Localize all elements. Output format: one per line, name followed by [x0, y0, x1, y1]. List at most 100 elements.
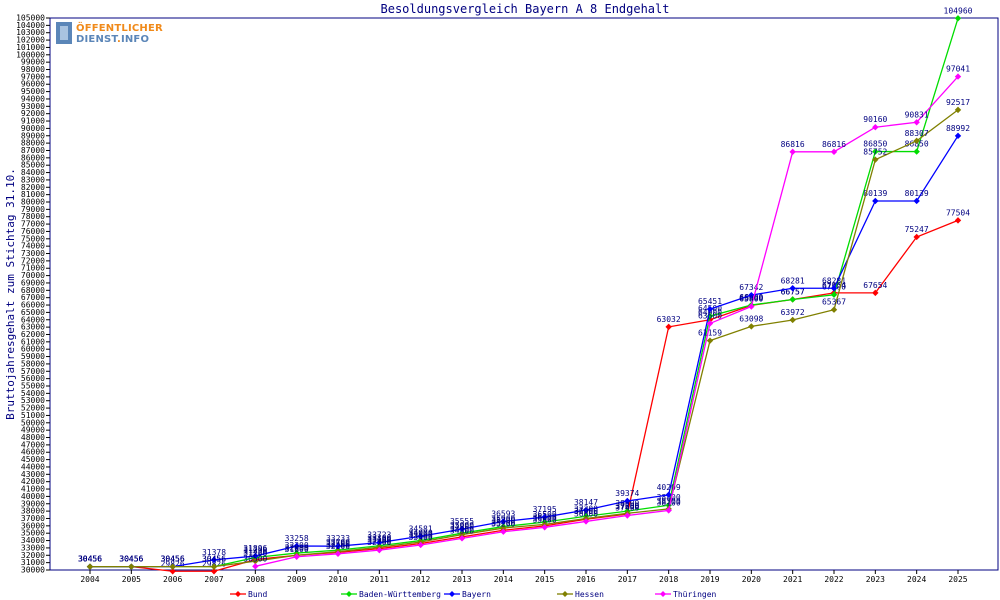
- data-label-1: 31700: [243, 545, 267, 554]
- data-label-3: 30456: [202, 555, 226, 564]
- data-label-4: 34300: [450, 526, 474, 535]
- data-label-3: 34800: [450, 523, 474, 532]
- logo-icon: [56, 22, 72, 44]
- y-tick-label: 91000: [21, 117, 45, 126]
- data-label-0: 31420: [243, 548, 267, 557]
- legend-label: Bayern: [462, 590, 491, 599]
- data-label-2: 36593: [491, 509, 515, 518]
- data-label-3: 30456: [119, 555, 143, 564]
- oeffentlicher-dienst-logo[interactable]: ÖFFENTLICHER DIENST.INFO: [56, 22, 163, 46]
- data-point-4: [417, 541, 424, 549]
- y-tick-label: 32000: [21, 551, 45, 560]
- data-label-2: 34581: [409, 524, 433, 533]
- data-point-3: [86, 563, 94, 570]
- data-point-4: [293, 553, 300, 560]
- data-label-4: 30500: [243, 554, 267, 563]
- data-point-3: [913, 137, 920, 145]
- data-point-3: [128, 563, 135, 570]
- data-label-3: 32500: [326, 540, 350, 549]
- y-tick-label: 51000: [21, 411, 45, 420]
- data-label-2: 35555: [450, 517, 474, 526]
- legend-label: Hessen: [575, 590, 604, 599]
- data-label-4: 35200: [491, 520, 515, 529]
- y-tick-label: 96000: [21, 80, 45, 89]
- x-tick-label: 2019: [700, 575, 719, 584]
- data-label-3: 38300: [657, 497, 681, 506]
- data-point-3: [169, 563, 176, 570]
- x-tick-label: 2011: [370, 575, 389, 584]
- data-label-2: 80139: [905, 189, 929, 198]
- y-tick-label: 44000: [21, 462, 45, 471]
- y-tick-label: 39000: [21, 499, 45, 508]
- data-label-0: 64000: [698, 308, 722, 317]
- y-tick-label: 92000: [21, 109, 45, 118]
- data-label-4: 38100: [657, 498, 681, 507]
- data-label-1: 86850: [863, 140, 887, 149]
- data-point-3: [748, 323, 755, 330]
- data-point-1: [954, 15, 962, 22]
- data-point-2: [954, 132, 962, 140]
- series-line-0: [90, 219, 959, 572]
- data-label-2: 88992: [946, 124, 970, 133]
- data-label-1: 30456: [78, 555, 102, 564]
- y-tick-label: 59000: [21, 352, 45, 361]
- x-tick-label: 2022: [824, 575, 843, 584]
- data-label-2: 37195: [533, 505, 557, 514]
- y-tick-label: 63000: [21, 323, 45, 332]
- data-label-3: 35700: [491, 516, 515, 525]
- x-tick-label: 2015: [535, 575, 554, 584]
- y-tick-label: 33000: [21, 543, 45, 552]
- data-label-3: 37700: [615, 501, 639, 510]
- data-point-2: [624, 497, 631, 505]
- data-point-2: [789, 285, 796, 292]
- y-tick-label: 35000: [21, 529, 45, 538]
- data-point-2: [913, 197, 920, 205]
- data-label-4: 32200: [326, 542, 350, 551]
- data-label-3: 65367: [822, 298, 846, 307]
- data-point-4: [789, 148, 796, 156]
- y-tick-label: 104000: [16, 21, 45, 30]
- y-tick-label: 66000: [21, 301, 45, 310]
- y-tick-label: 37000: [21, 514, 45, 523]
- data-point-4: [541, 524, 548, 531]
- y-tick-label: 83000: [21, 175, 45, 184]
- data-point-0: [665, 323, 672, 331]
- data-label-3: 92517: [946, 98, 970, 107]
- y-tick-label: 55000: [21, 382, 45, 391]
- y-tick-label: 46000: [21, 448, 45, 457]
- data-label-3: 36200: [533, 512, 557, 521]
- y-tick-label: 65000: [21, 308, 45, 317]
- data-label-1: 30456: [161, 555, 185, 564]
- series-line-1: [90, 18, 959, 568]
- y-tick-label: 41000: [21, 485, 45, 494]
- y-tick-label: 80000: [21, 198, 45, 207]
- data-label-2: 31378: [202, 548, 226, 557]
- y-tick-label: 90000: [21, 124, 45, 133]
- data-point-4: [706, 320, 714, 327]
- y-tick-label: 73000: [21, 249, 45, 258]
- data-label-3: 33800: [409, 530, 433, 539]
- y-tick-label: 62000: [21, 330, 45, 339]
- y-tick-label: 52000: [21, 404, 45, 413]
- data-label-4: 97041: [946, 65, 970, 74]
- series-line-3: [90, 109, 959, 568]
- data-point-4: [252, 563, 259, 570]
- data-label-2: 30456: [161, 555, 185, 564]
- y-tick-label: 89000: [21, 131, 45, 140]
- y-tick-label: 94000: [21, 94, 45, 103]
- legend-label: Thüringen: [673, 590, 717, 599]
- logo-text-info: INFO: [120, 34, 150, 45]
- y-tick-label: 61000: [21, 337, 45, 346]
- data-point-1: [872, 148, 879, 155]
- data-label-0: 75247: [905, 225, 929, 234]
- legend-label: Bund: [248, 590, 267, 599]
- logo-text-line2: DIENST.INFO: [76, 34, 149, 45]
- x-tick-label: 2017: [618, 575, 637, 584]
- chart-title: Besoldungsvergleich Bayern A 8 Endgehalt: [381, 2, 670, 16]
- data-label-3: 85752: [863, 148, 887, 157]
- y-tick-label: 48000: [21, 433, 45, 442]
- data-point-1: [913, 148, 920, 155]
- y-tick-label: 84000: [21, 168, 45, 177]
- data-label-2: 67342: [739, 283, 763, 292]
